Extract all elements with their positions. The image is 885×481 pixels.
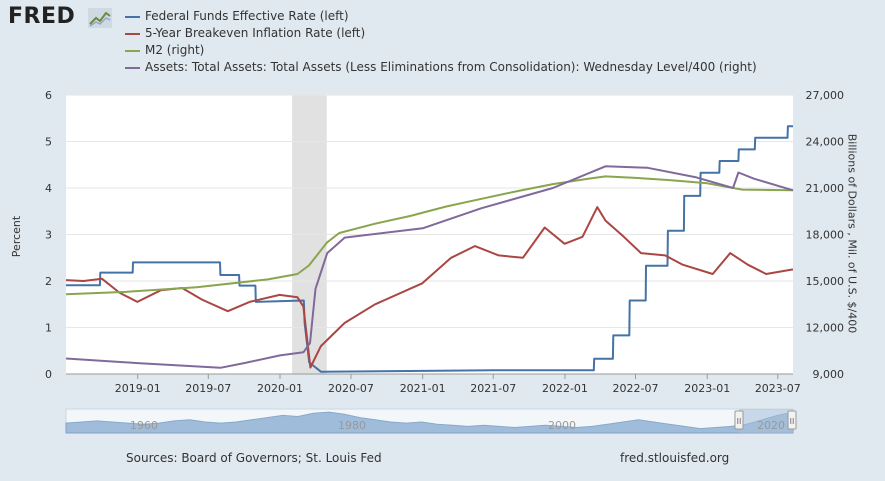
navigator-handle-grip: II (790, 417, 795, 426)
footer-source: Sources: Board of Governors; St. Louis F… (126, 451, 382, 465)
legend-item-assets[interactable]: Assets: Total Assets: Total Assets (Less… (125, 59, 757, 76)
navigator-area (65, 408, 794, 434)
series-line-assets (65, 165, 794, 369)
x-tick-label: 2023-01 (684, 382, 730, 395)
navigator-label: 2000 (548, 419, 576, 432)
y-left-tick-label: 2 (45, 275, 52, 288)
x-tick-label: 2020-07 (328, 382, 374, 395)
x-tick-label: 2023-07 (755, 382, 801, 395)
footer-url[interactable]: fred.stlouisfed.org (620, 451, 730, 465)
legend-label: M2 (right) (145, 43, 205, 57)
chart-legend: Federal Funds Effective Rate (left) 5-Ye… (125, 8, 757, 76)
navigator-series (65, 411, 794, 434)
legend-label: 5-Year Breakeven Inflation Rate (left) (145, 26, 366, 40)
y-left-tick-label: 0 (45, 368, 52, 381)
x-tick-label: 2019-01 (115, 382, 161, 395)
legend-label: Federal Funds Effective Rate (left) (145, 9, 349, 23)
legend-label: Assets: Total Assets: Total Assets (Less… (145, 60, 757, 74)
x-tick-label: 2022-07 (613, 382, 659, 395)
y-right-tick-label: 18,000 (806, 229, 845, 242)
y-right-tick-label: 27,000 (806, 89, 845, 102)
navigator-handle (734, 410, 744, 430)
navigator-label: 1960 (130, 419, 158, 432)
x-tick-label: 2020-01 (257, 382, 303, 395)
legend-item-breakeven[interactable]: 5-Year Breakeven Inflation Rate (left) (125, 25, 757, 42)
series-line-breakeven (65, 206, 794, 369)
y-left-tick-label: 4 (45, 182, 52, 195)
x-tick-label: 2021-07 (470, 382, 516, 395)
plot-area (66, 95, 793, 374)
legend-swatch (125, 32, 140, 35)
y-left-tick-label: 6 (45, 89, 52, 102)
legend-swatch (125, 66, 140, 69)
navigator-handle-grip: II (737, 417, 742, 426)
y-right-tick-label: 9,000 (813, 368, 845, 381)
fred-logo[interactable]: FRED (8, 4, 76, 29)
y-right-tick-label: 12,000 (806, 322, 845, 335)
y-right-tick-label: 15,000 (806, 275, 845, 288)
y-right-tick-label: 21,000 (806, 182, 845, 195)
navigator-handle (787, 410, 797, 430)
navigator-label: 1980 (338, 419, 366, 432)
legend-item-m2[interactable]: M2 (right) (125, 42, 757, 59)
legend-item-fedfunds[interactable]: Federal Funds Effective Rate (left) (125, 8, 757, 25)
fred-chart-icon (88, 8, 112, 28)
x-tick-label: 2022-01 (542, 382, 588, 395)
series-line-m2 (65, 175, 794, 296)
legend-swatch (125, 15, 140, 18)
y-left-tick-label: 1 (45, 322, 52, 335)
legend-swatch (125, 49, 140, 52)
y-left-tick-label: 3 (45, 229, 52, 242)
series-line-fedfunds (66, 125, 793, 373)
y-axis-right-title: Billions of Dollars , Mil. of U.S. $/400 (845, 133, 859, 334)
y-right-tick-label: 24,000 (806, 136, 845, 149)
y-left-tick-label: 5 (45, 136, 52, 149)
y-axis-left-title: Percent (10, 215, 24, 258)
navigator-selection (739, 409, 793, 433)
x-tick-label: 2019-07 (185, 382, 231, 395)
x-tick-label: 2021-01 (400, 382, 446, 395)
recession-band (292, 95, 327, 374)
navigator-label: 2020 (757, 419, 785, 432)
